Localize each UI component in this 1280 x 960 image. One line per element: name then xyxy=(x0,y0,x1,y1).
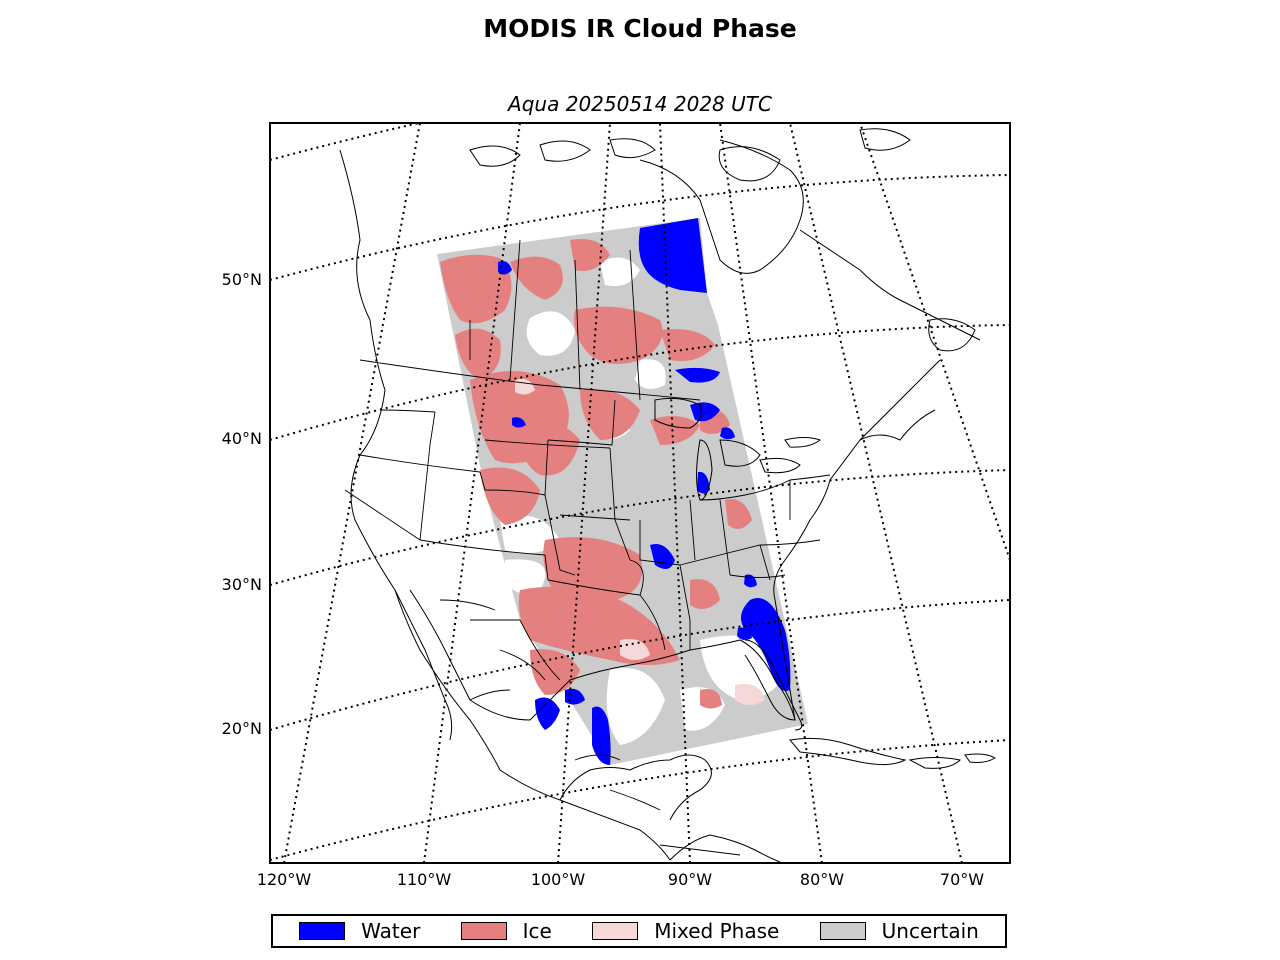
coastlines xyxy=(339,128,996,863)
lon-label: 120°W xyxy=(257,870,312,889)
latitude-labels: 50°N 40°N 30°N 20°N xyxy=(222,270,262,738)
mixed-phase-regions xyxy=(515,378,765,705)
lat-label: 20°N xyxy=(222,719,262,738)
map-frame xyxy=(269,122,1011,864)
political-borders xyxy=(344,239,831,811)
legend-swatch-mixed-phase xyxy=(592,922,639,940)
figure-title: MODIS IR Cloud Phase xyxy=(483,14,797,43)
lon-label: 90°W xyxy=(668,870,712,889)
lon-label: 110°W xyxy=(397,870,452,889)
figure-subtitle: Aqua 20250514 2028 UTC xyxy=(508,92,772,116)
legend-label: Mixed Phase xyxy=(654,919,780,943)
legend: Water Ice Mixed Phase Uncertain xyxy=(271,914,1007,948)
lat-label: 50°N xyxy=(222,270,262,289)
legend-label: Uncertain xyxy=(881,919,979,943)
water-regions xyxy=(498,218,791,765)
lat-label: 30°N xyxy=(222,575,262,594)
legend-item-uncertain: Uncertain xyxy=(819,919,979,943)
longitude-labels: 120°W 110°W 100°W 90°W 80°W 70°W xyxy=(257,870,984,889)
lat-label: 40°N xyxy=(222,429,262,448)
legend-item-water: Water xyxy=(299,919,420,943)
graticule xyxy=(270,123,1010,863)
legend-swatch-uncertain xyxy=(819,922,866,940)
legend-swatch-water xyxy=(299,922,346,940)
legend-item-mixed-phase: Mixed Phase xyxy=(592,919,779,943)
legend-item-ice: Ice xyxy=(460,919,552,943)
legend-label: Water xyxy=(361,919,421,943)
lon-label: 70°W xyxy=(940,870,984,889)
lon-label: 100°W xyxy=(531,870,586,889)
lon-label: 80°W xyxy=(800,870,844,889)
legend-label: Ice xyxy=(522,919,552,943)
legend-swatch-ice xyxy=(460,922,507,940)
